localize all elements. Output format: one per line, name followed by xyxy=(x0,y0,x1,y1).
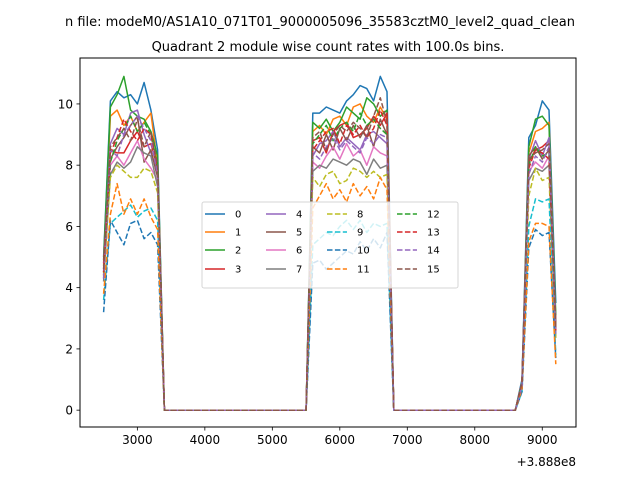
legend-label-2: 2 xyxy=(235,246,241,257)
y-tick-label: 0 xyxy=(65,404,73,418)
x-tick-label: 5000 xyxy=(257,433,288,447)
legend-label-15: 15 xyxy=(427,265,440,276)
legend-label-12: 12 xyxy=(427,210,440,221)
x-tick-label: 6000 xyxy=(325,433,356,447)
legend-label-4: 4 xyxy=(296,210,302,221)
y-tick-label: 10 xyxy=(58,97,73,111)
legend-label-11: 11 xyxy=(357,265,370,276)
legend-label-3: 3 xyxy=(235,265,241,276)
series-line-11 xyxy=(102,176,557,411)
legend-label-8: 8 xyxy=(357,210,363,221)
legend-label-0: 0 xyxy=(235,210,241,221)
y-tick-label: 8 xyxy=(65,159,73,173)
figure-suptitle: n file: modeM0/AS1A10_071T01_9000005096_… xyxy=(65,15,575,30)
y-tick-label: 4 xyxy=(65,281,73,295)
x-tick-label: 4000 xyxy=(190,433,221,447)
series-layer xyxy=(102,75,557,411)
x-tick-label: 9000 xyxy=(527,433,558,447)
series-line-8 xyxy=(102,164,557,411)
chart-title: Quadrant 2 module wise count rates with … xyxy=(152,40,505,55)
legend-label-10: 10 xyxy=(357,246,370,257)
legend-label-7: 7 xyxy=(296,265,302,276)
legend-label-1: 1 xyxy=(235,228,241,239)
legend-label-14: 14 xyxy=(427,246,440,257)
x-tick-label: 7000 xyxy=(392,433,423,447)
x-tick-label: 8000 xyxy=(460,433,491,447)
x-offset-label: +3.888e8 xyxy=(517,455,576,469)
legend-label-6: 6 xyxy=(296,246,302,257)
series-line-15 xyxy=(102,97,557,411)
plot-frame xyxy=(79,57,577,428)
y-tick-label: 6 xyxy=(65,220,73,234)
legend-frame xyxy=(201,201,459,289)
legend-label-13: 13 xyxy=(427,228,440,239)
x-tick-label: 3000 xyxy=(122,433,153,447)
y-axis: 0 2 4 6 8 10 xyxy=(58,97,80,418)
legend-label-9: 9 xyxy=(357,228,363,239)
legend-label-5: 5 xyxy=(296,228,302,239)
x-axis: 3000 4000 5000 6000 7000 8000 9000 xyxy=(122,427,558,447)
y-tick-label: 2 xyxy=(65,342,73,356)
